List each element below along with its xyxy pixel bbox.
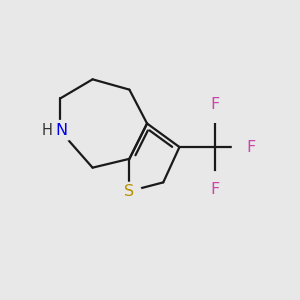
Text: N: N	[56, 123, 68, 138]
Text: F: F	[210, 182, 219, 197]
Ellipse shape	[44, 121, 76, 141]
Ellipse shape	[206, 172, 224, 187]
Text: H: H	[41, 123, 52, 138]
Ellipse shape	[232, 140, 250, 155]
Text: F: F	[247, 140, 256, 154]
Text: F: F	[210, 97, 219, 112]
Ellipse shape	[206, 107, 224, 122]
Text: S: S	[124, 184, 134, 199]
Ellipse shape	[118, 182, 141, 200]
